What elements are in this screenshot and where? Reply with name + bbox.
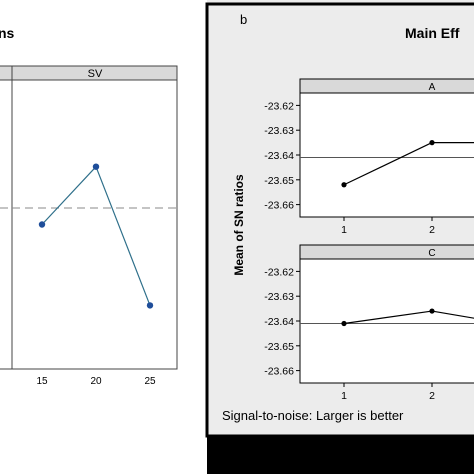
y-tick-label: -23.64 bbox=[264, 316, 294, 328]
left-strip-label: SV bbox=[88, 68, 103, 80]
data-point bbox=[341, 182, 347, 188]
x-tick-label: 25 bbox=[144, 376, 156, 387]
x-tick-label: 20 bbox=[90, 376, 102, 387]
plot-area-a bbox=[299, 92, 474, 218]
y-tick-label: -23.62 bbox=[264, 266, 294, 278]
strip-c-label: C bbox=[428, 248, 435, 259]
series-c bbox=[300, 308, 474, 327]
y-tick-label: -23.66 bbox=[264, 200, 294, 212]
y-axis-label: Mean of SN ratios bbox=[232, 174, 246, 276]
strip-a-label: A bbox=[429, 82, 436, 93]
strip-c bbox=[299, 244, 474, 260]
left-x-tick-labels: 15 20 25 bbox=[36, 376, 156, 387]
panel-letter: b bbox=[240, 12, 247, 27]
right-panel-background bbox=[207, 0, 474, 474]
left-panel: ns SV 15 20 25 bbox=[0, 0, 205, 400]
left-panel-title: ns bbox=[0, 25, 15, 41]
series-segment bbox=[343, 310, 433, 325]
y-tick-label: -23.63 bbox=[264, 125, 294, 137]
left-series-sv bbox=[38, 163, 154, 309]
right-panel-title: Main Eff bbox=[405, 25, 460, 41]
left-plot-area-prev bbox=[0, 79, 13, 370]
right-panel: b Main Eff Mean of SN ratios A -23.62-23… bbox=[205, 0, 474, 474]
strip-a bbox=[299, 78, 474, 94]
x-tick-label: 2 bbox=[429, 390, 435, 402]
bottom-bar bbox=[207, 436, 474, 474]
y-tick-labels-c: -23.62 -23.63 -23.64 -23.65 -23.66 bbox=[264, 266, 300, 378]
y-tick-label: -23.64 bbox=[264, 150, 294, 162]
data-point bbox=[341, 320, 347, 327]
x-tick-label: 2 bbox=[429, 224, 435, 236]
x-tick-label: 15 bbox=[36, 376, 48, 387]
x-tick-label: 1 bbox=[341, 224, 347, 236]
series-segment bbox=[95, 166, 151, 306]
series-a bbox=[300, 140, 474, 188]
data-point bbox=[146, 302, 154, 309]
plot-area-c bbox=[299, 258, 474, 384]
series-segment bbox=[343, 142, 433, 186]
data-point bbox=[92, 163, 100, 170]
left-strip-empty bbox=[0, 65, 13, 81]
series-segment bbox=[431, 310, 474, 319]
data-point bbox=[429, 140, 435, 146]
left-plot-area bbox=[11, 79, 178, 370]
series-segment bbox=[41, 166, 97, 225]
data-point bbox=[429, 308, 435, 314]
y-tick-labels-a: -23.62 -23.63 -23.64 -23.65 -23.66 bbox=[264, 100, 300, 212]
y-tick-label: -23.66 bbox=[264, 366, 294, 378]
data-point bbox=[38, 221, 46, 228]
footer-note: Signal-to-noise: Larger is better bbox=[222, 408, 404, 423]
x-tick-label: 1 bbox=[341, 390, 347, 402]
y-tick-label: -23.63 bbox=[264, 291, 294, 303]
y-tick-label: -23.65 bbox=[264, 341, 294, 353]
y-tick-label: -23.65 bbox=[264, 175, 294, 187]
y-tick-label: -23.62 bbox=[264, 100, 294, 112]
